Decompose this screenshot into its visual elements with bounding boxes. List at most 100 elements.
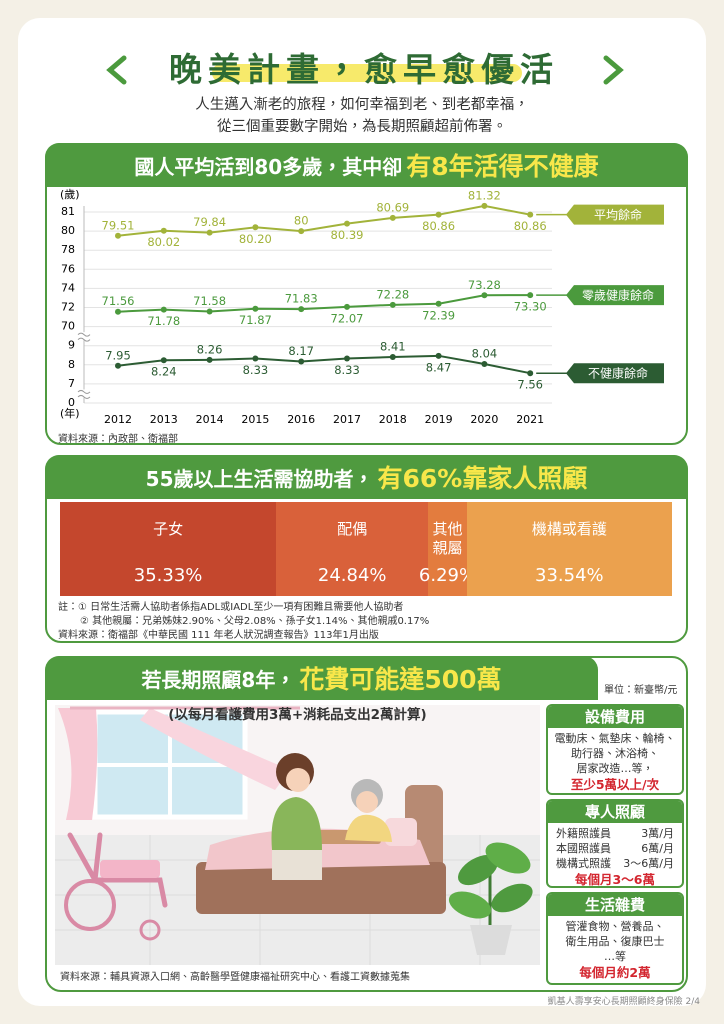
value-label: 79.51 [102, 218, 135, 232]
line [117, 354, 531, 375]
y-tick-label: 78 [61, 243, 75, 256]
value-label: 72.28 [376, 287, 409, 301]
value-label: 80.86 [514, 219, 547, 233]
source: 資料來源：內政部、衛福部 [58, 434, 178, 445]
y-axis-label: (歲) [60, 187, 80, 201]
y-tick-label: 70 [61, 320, 75, 333]
x-tick-label: 2018 [379, 413, 407, 426]
value-label: 71.58 [193, 294, 226, 308]
point [115, 362, 121, 369]
segment-value: 24.84% [317, 565, 387, 586]
section-title: 55歲以上生活需協助者， [145, 466, 374, 491]
card-body: 電動床、氣墊床、輪椅、 助行器、沐浴椅、 居家改造…等， 至少5萬以上/次 [548, 728, 682, 793]
y-tick-label: 74 [61, 281, 75, 294]
point [344, 220, 350, 227]
point [252, 224, 259, 231]
axis-break [77, 332, 91, 337]
value-label: 71.83 [285, 292, 318, 306]
legend-box [566, 204, 664, 225]
value-label: 72.39 [422, 308, 455, 322]
value-label: 72.07 [331, 311, 364, 325]
section-title: 國人平均活到80多歲，其中卻 [134, 154, 403, 179]
notes: 註：① 日常生活需人協助者係指ADL或IADL至少一項有困難且需要他人協助者 ②… [58, 601, 429, 643]
x-tick-label: 2020 [470, 413, 498, 426]
card-line: 衛生用品、復康巴士 [565, 935, 665, 948]
y-tick-label: 81 [61, 205, 75, 218]
value-label: 80.86 [422, 219, 455, 233]
card-cell: 本國照護員 [556, 842, 611, 855]
value-label: 7.95 [105, 348, 131, 362]
point [481, 361, 488, 368]
y-tick-label: 72 [61, 301, 75, 314]
point [298, 306, 305, 313]
segment-label: 其他親屬 [432, 520, 463, 557]
card-line: 管灌食物、營養品、 [565, 920, 665, 933]
cost-card: 生活雜費 管灌食物、營養品、 衛生用品、復康巴士 …等 每個月約2萬 [546, 892, 684, 985]
y-tick-label: 0 [68, 396, 75, 409]
x-tick-label: 2019 [425, 413, 453, 426]
value-label: 8.47 [426, 360, 452, 374]
axis-break [77, 389, 91, 394]
card-line: …等 [604, 950, 626, 963]
x-tick-label: 2021 [516, 413, 544, 426]
card-highlight: 每個月3～6萬 [575, 872, 655, 887]
legend-label: 零歲健康餘命 [582, 288, 654, 303]
point [527, 211, 534, 218]
card-line: 電動床、氣墊床、輪椅、 [554, 732, 676, 745]
line [117, 294, 531, 313]
legend-box [566, 285, 664, 306]
note: ② 其他親屬：兄弟姊妹2.90%、父母2.08%、孫子女1.14%、其他親戚0.… [80, 616, 430, 627]
legend-label: 平均餘命 [594, 207, 642, 222]
section-header: 若長期照顧8年， 花費可能達500萬 [45, 656, 598, 700]
bar-segment: 機構或看護 33.54% [466, 502, 672, 596]
section-highlight: 有8年活得不健康 [406, 152, 599, 181]
point [115, 232, 121, 239]
subtitle: 人生邁入漸老的旅程，如何幸福到老、到老都幸福， 從三個重要數字開始，為長期照顧超… [0, 94, 724, 138]
point [435, 300, 442, 307]
value-label: 73.30 [514, 300, 547, 314]
section-header: 55歲以上生活需協助者， 有66%靠家人照顧 [45, 455, 688, 499]
legend-label: 不健康餘命 [588, 366, 648, 381]
card-title: 設備費用 [548, 706, 682, 728]
x-tick-label: 2015 [241, 413, 269, 426]
card-cell: 3～6萬/月 [623, 857, 674, 870]
segment-value: 33.54% [535, 565, 604, 586]
value-label: 71.78 [147, 314, 180, 328]
point [206, 356, 213, 363]
card-body: 外籍照護員 3萬/月 本國照護員 6萬/月 機構式照護 3～6萬/月每個月3～6萬 [548, 823, 682, 887]
card-row: 機構式照護 3～6萬/月 [548, 856, 682, 871]
point [481, 292, 488, 299]
point [389, 353, 396, 360]
section-highlight: 花費可能達500萬 [299, 665, 502, 694]
bar-segment: 配偶 24.84% [276, 502, 429, 596]
value-label: 80.39 [331, 228, 364, 242]
point [344, 303, 350, 310]
value-label: 8.33 [243, 363, 269, 377]
card-body: 管灌食物、營養品、 衛生用品、復康巴士 …等 每個月約2萬 [548, 916, 682, 982]
axis-break-bg [78, 389, 90, 398]
point [206, 308, 213, 315]
bracket [603, 55, 624, 85]
segment-value: 6.29% [418, 565, 477, 586]
axis-break-bg [78, 332, 90, 341]
unit-label: 單位：新臺幣/元 [604, 685, 678, 696]
value-label: 8.24 [151, 365, 177, 379]
point [206, 229, 213, 236]
card-row: 本國照護員 6萬/月 [548, 841, 682, 856]
axis-break [77, 394, 91, 399]
point [252, 355, 259, 362]
card-highlight: 至少5萬以上/次 [570, 777, 660, 792]
value-label: 81.32 [468, 188, 501, 202]
value-label: 7.56 [517, 378, 543, 392]
point [481, 202, 488, 209]
value-label: 71.56 [102, 294, 135, 308]
bar-segment: 子女 35.33% [60, 502, 277, 596]
segment-value: 35.33% [133, 565, 203, 586]
x-tick-label: 2014 [196, 413, 224, 426]
value-label: 80.69 [376, 200, 409, 214]
point [435, 352, 442, 359]
card-row: 外籍照護員 3萬/月 [548, 826, 682, 841]
card-cell: 機構式照護 [556, 857, 611, 870]
